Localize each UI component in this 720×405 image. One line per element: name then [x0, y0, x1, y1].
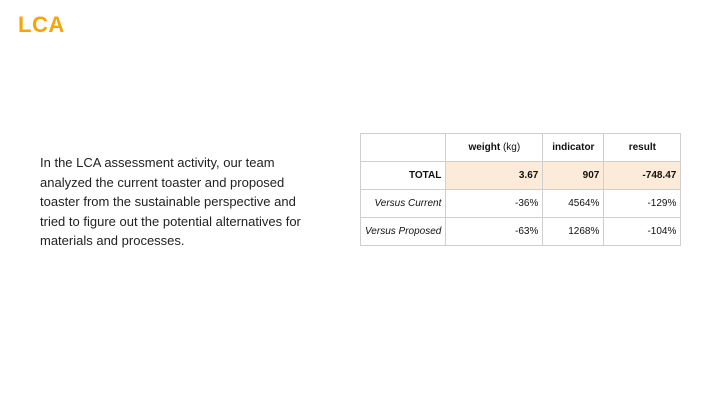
table-row-versus-current: Versus Current -36% 4564% -129%: [359, 189, 682, 218]
row-label: Versus Proposed: [359, 217, 447, 246]
cell-weight: -36%: [445, 189, 544, 218]
body-paragraph: In the LCA assessment activity, our team…: [40, 155, 301, 248]
header-indicator: indicator: [542, 133, 605, 162]
slide-title: LCA: [18, 12, 65, 37]
cell-weight: 3.67: [445, 161, 544, 190]
cell-indicator: 1268%: [542, 217, 605, 246]
cell-indicator: 4564%: [542, 189, 605, 218]
table-header-row: weight (kg) indicator result: [359, 133, 682, 162]
header-weight-unit: (kg): [500, 142, 521, 153]
header-indicator-label: indicator: [552, 142, 595, 153]
cell-result: -129%: [603, 189, 682, 218]
table-row-total: TOTAL 3.67 907 -748.47: [359, 161, 682, 190]
cell-result: -748.47: [603, 161, 682, 190]
lca-table: weight (kg) indicator result TOTAL 3.67 …: [359, 133, 682, 246]
row-label: Versus Current: [359, 189, 447, 218]
header-weight-label: weight: [468, 142, 501, 153]
header-empty-cell: [359, 133, 447, 162]
header-result: result: [603, 133, 682, 162]
header-result-label: result: [628, 142, 656, 153]
cell-indicator: 907: [542, 161, 605, 190]
cell-result: -104%: [603, 217, 682, 246]
row-label: TOTAL: [359, 161, 447, 190]
cell-weight: -63%: [445, 217, 544, 246]
table-row-versus-proposed: Versus Proposed -63% 1268% -104%: [359, 217, 682, 246]
header-weight: weight (kg): [445, 133, 544, 162]
